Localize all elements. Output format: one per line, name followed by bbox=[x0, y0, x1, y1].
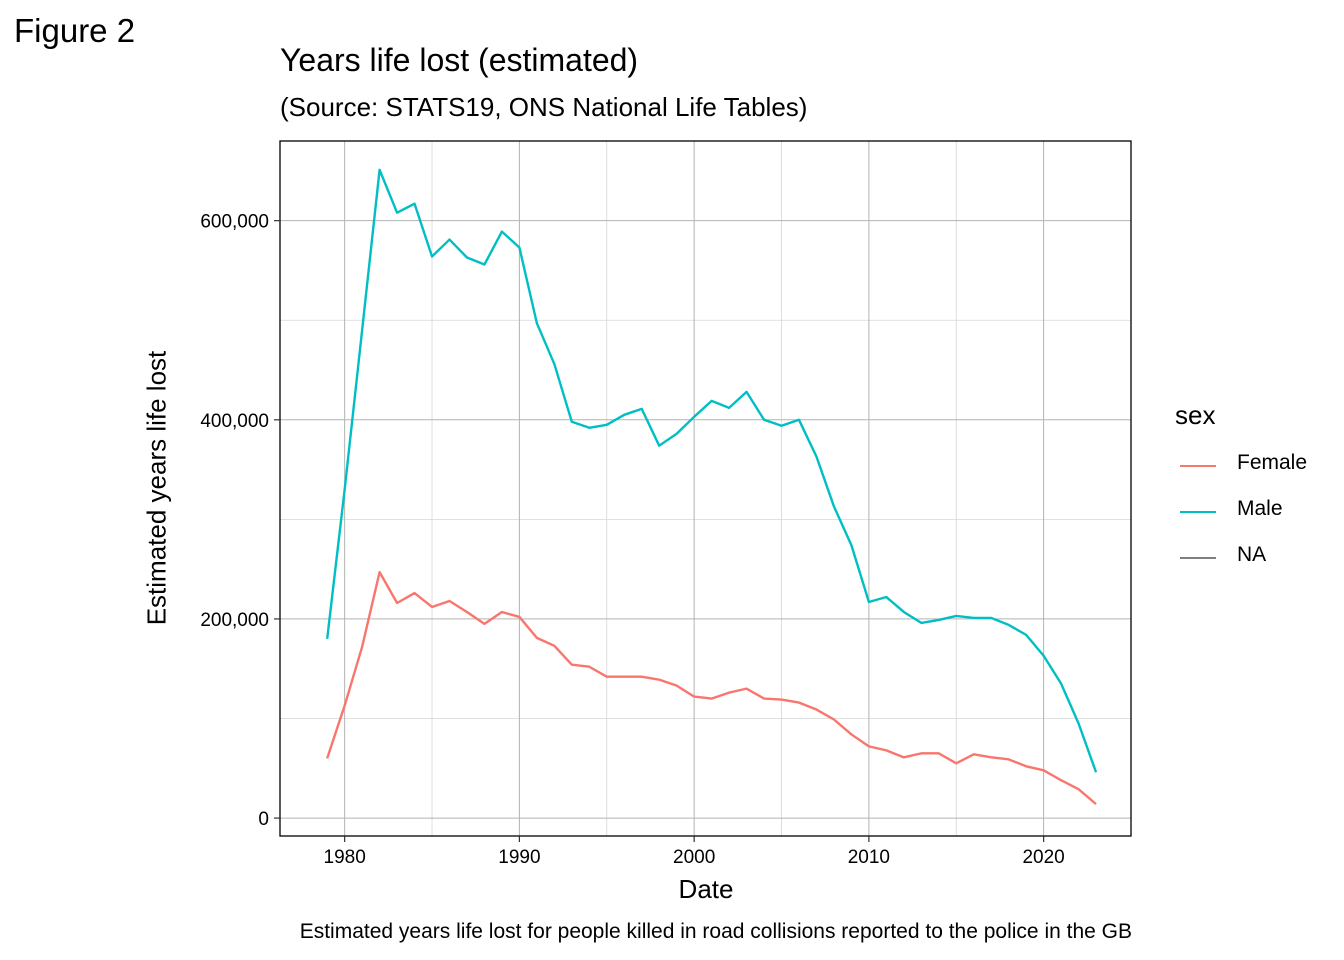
x-tick-label-3: 2010 bbox=[848, 847, 890, 868]
x-tick-label-2: 2000 bbox=[673, 847, 715, 868]
legend-key-male bbox=[1180, 511, 1216, 513]
x-axis-label: Date bbox=[679, 874, 734, 905]
y-tick-label-1: 200,000 bbox=[200, 610, 269, 631]
x-tick-label-1: 1990 bbox=[498, 847, 540, 868]
minor-gridlines bbox=[280, 141, 1131, 836]
series-line-female bbox=[327, 572, 1096, 804]
axis-tick-labels: 1980 1990 2000 2010 2020 0 200,000 400,000 600,0… bbox=[200, 212, 1064, 868]
legend-key-female bbox=[1180, 465, 1216, 467]
legend-label-male: Male bbox=[1237, 497, 1283, 521]
x-tick-label-4: 2020 bbox=[1022, 847, 1064, 868]
series-line-male bbox=[327, 170, 1096, 772]
plot-panel-border bbox=[280, 141, 1131, 836]
x-tick-label-0: 1980 bbox=[324, 847, 366, 868]
legend-title: sex bbox=[1175, 400, 1215, 431]
chart-caption: Estimated years life lost for people kil… bbox=[300, 920, 1132, 944]
y-axis-label: Estimated years life lost bbox=[142, 351, 173, 626]
axis-ticks bbox=[274, 221, 1044, 842]
legend-label-na: NA bbox=[1237, 543, 1266, 567]
y-tick-label-0: 0 bbox=[258, 809, 269, 830]
series-lines bbox=[327, 170, 1096, 804]
y-tick-label-2: 400,000 bbox=[200, 411, 269, 432]
legend-label-female: Female bbox=[1237, 451, 1307, 475]
legend-key-na bbox=[1180, 557, 1216, 559]
line-chart: 1980 1990 2000 2010 2020 0 200,000 400,000 600,0… bbox=[0, 0, 1344, 960]
y-tick-label-3: 600,000 bbox=[200, 212, 269, 233]
major-gridlines bbox=[280, 141, 1131, 836]
